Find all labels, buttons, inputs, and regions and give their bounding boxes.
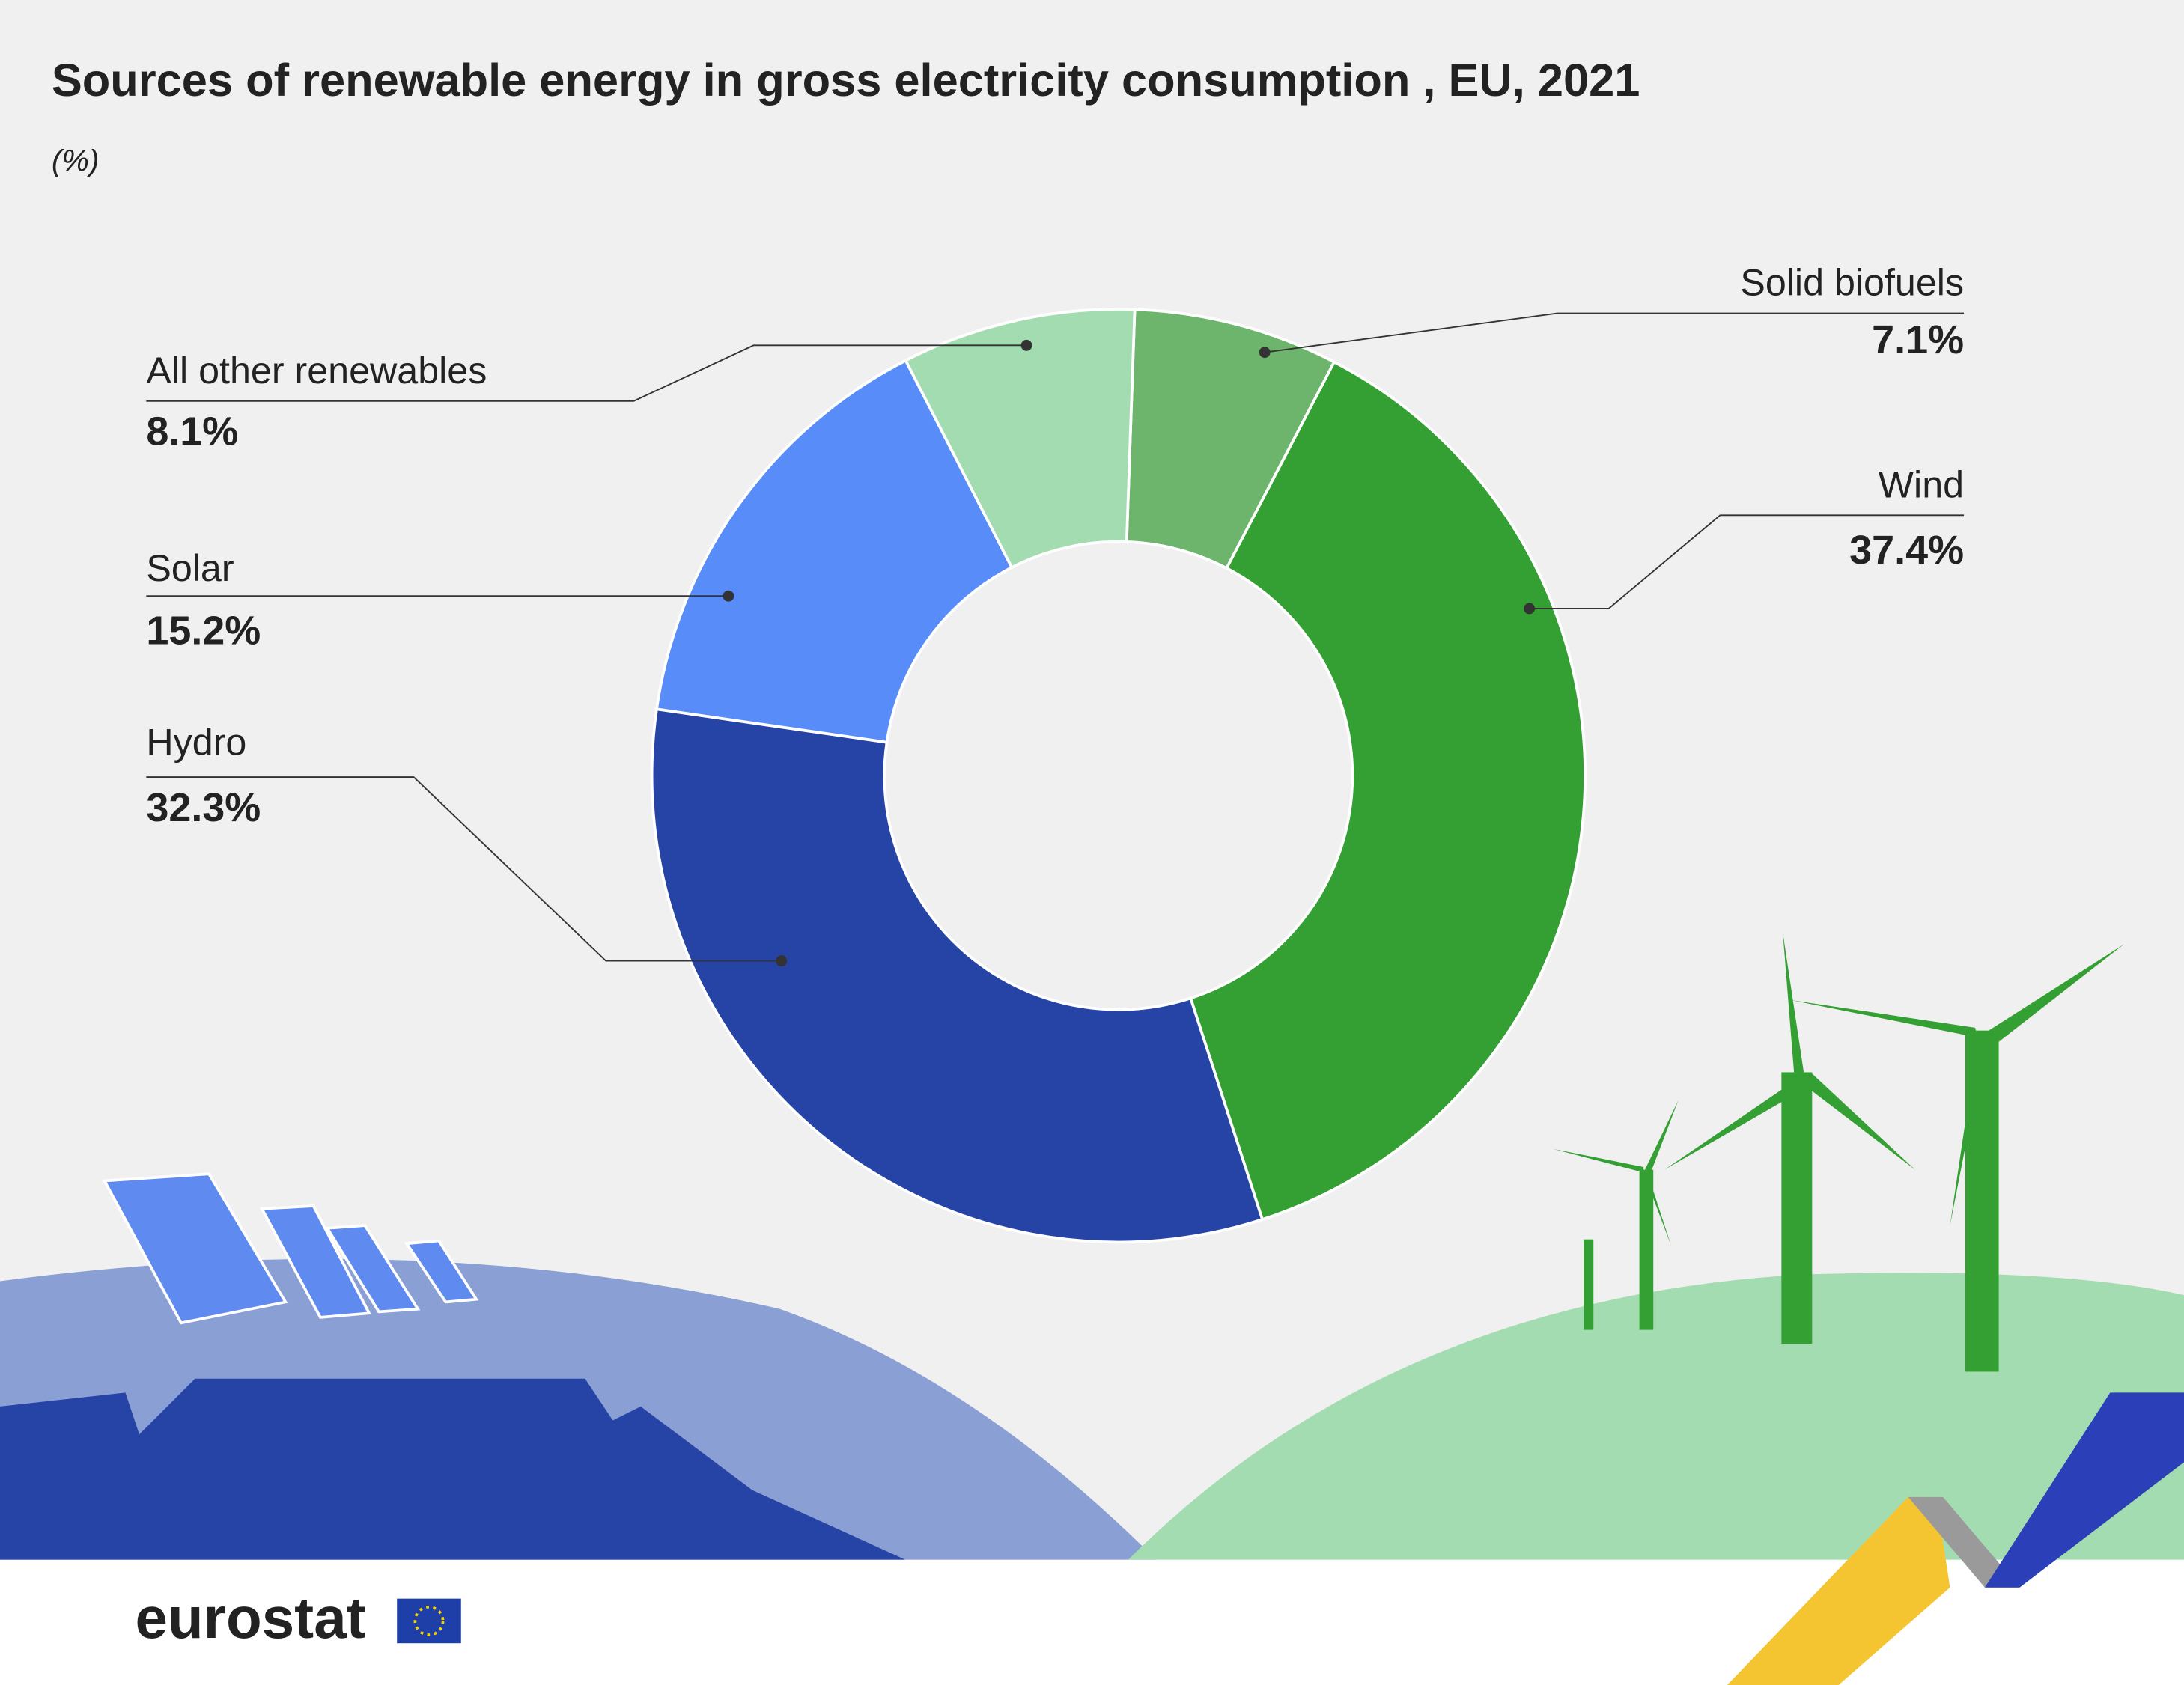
chart-title: Sources of renewable energy in gross ele…	[52, 55, 1640, 106]
category-label: Hydro	[146, 722, 246, 764]
value-label: 7.1%	[1872, 317, 1964, 362]
leader-line	[146, 344, 1027, 402]
logo-text: eurostat	[135, 1585, 365, 1651]
leader-dot	[723, 590, 734, 602]
value-label: 8.1%	[146, 409, 238, 454]
slice	[904, 308, 1137, 570]
value-label: 32.3%	[146, 785, 261, 830]
category-label: Solar	[146, 547, 234, 589]
slice	[650, 707, 1265, 1244]
category-label: Solid biofuels	[1740, 262, 1964, 304]
slice	[654, 359, 1014, 744]
leader-dot	[776, 955, 788, 967]
eu-stars	[413, 1605, 445, 1636]
leader-line	[1265, 312, 1965, 353]
chart-subtitle: (%)	[52, 143, 100, 177]
value-label: 37.4%	[1849, 528, 1964, 573]
slice	[1188, 360, 1587, 1222]
leader-line	[1529, 514, 1965, 609]
category-label: Wind	[1879, 463, 1964, 505]
leader-dot	[1524, 603, 1536, 615]
category-label: All other renewables	[146, 350, 487, 391]
leader-dot	[1259, 347, 1271, 359]
eu-flag	[397, 1598, 461, 1644]
leader-dot	[1020, 339, 1032, 351]
value-label: 15.2%	[146, 609, 261, 653]
leader-line	[146, 776, 782, 962]
landscape	[0, 933, 2184, 1685]
